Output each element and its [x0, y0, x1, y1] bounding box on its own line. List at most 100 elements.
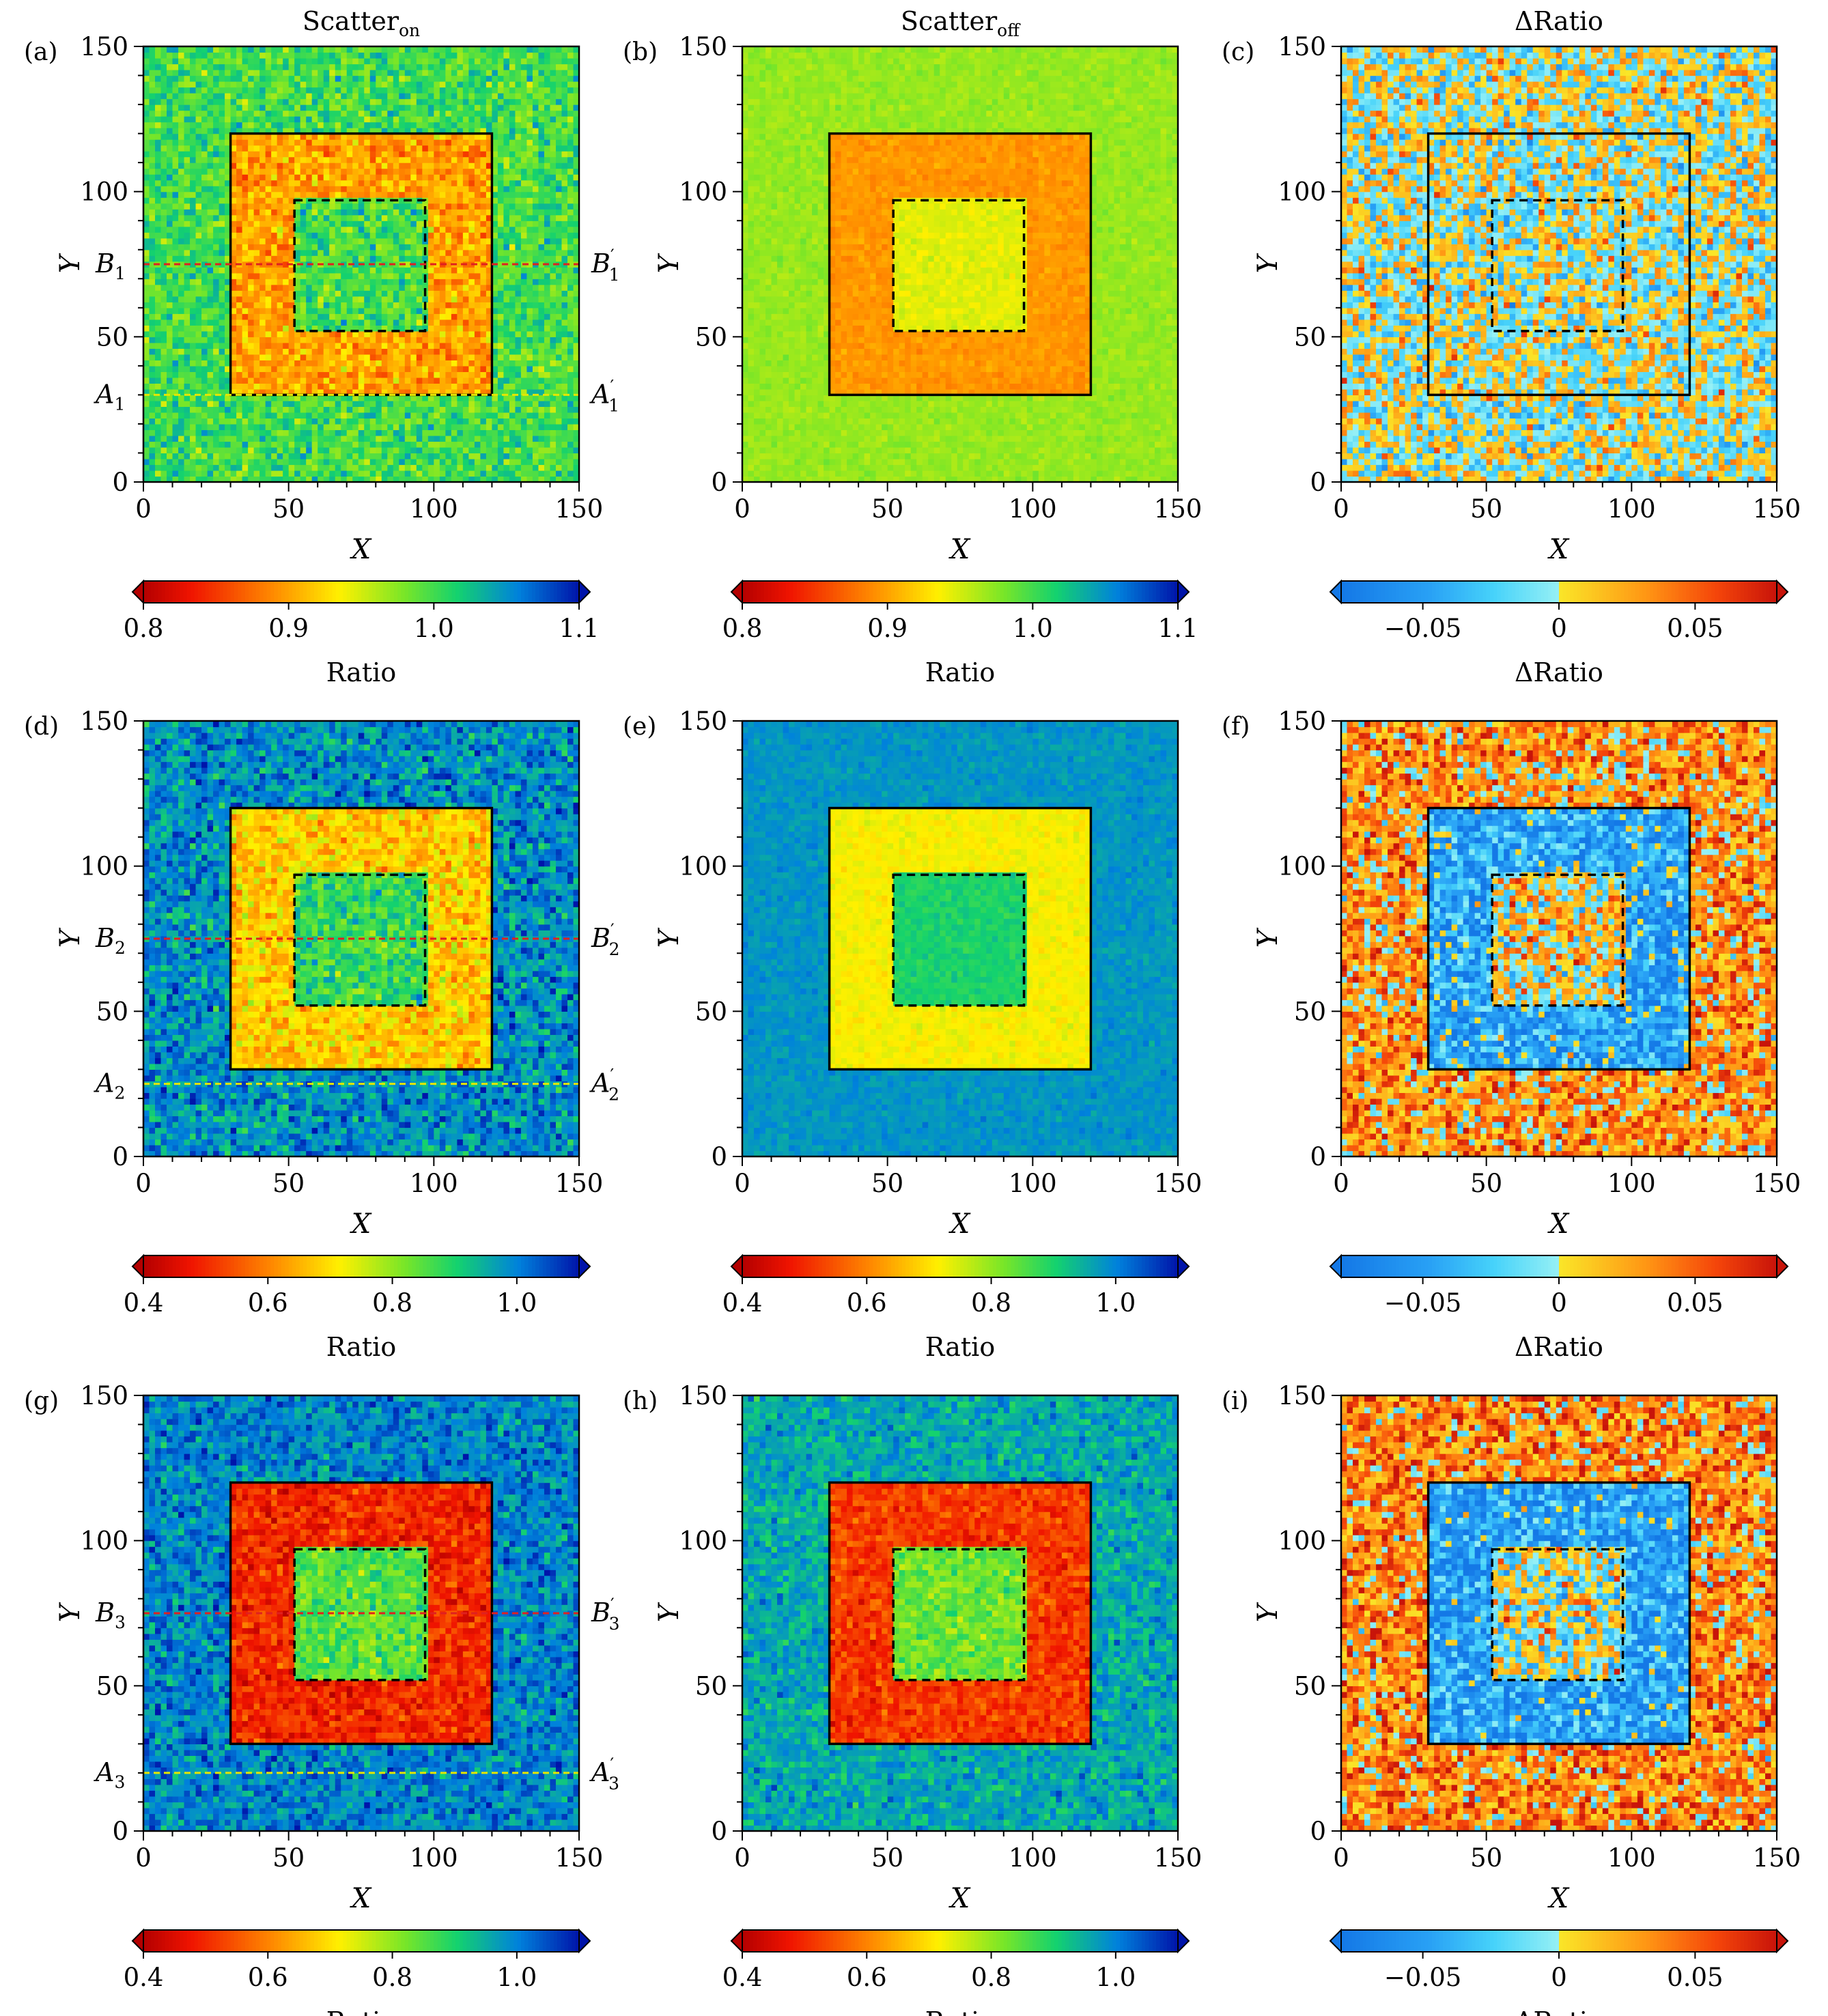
- x-tick-label: 100: [1009, 1169, 1057, 1198]
- colorbar-label: Ratio: [326, 2006, 396, 2016]
- y-tick-label: 100: [1278, 1527, 1326, 1556]
- x-tick-label: 150: [555, 494, 604, 524]
- profile-label-right: A′ 2: [589, 1066, 619, 1105]
- y-tick-label: 0: [112, 1142, 128, 1172]
- y-tick-label: 50: [96, 1671, 128, 1701]
- x-axis-label: X: [350, 534, 372, 565]
- colorbar-label: ΔRatio: [1515, 657, 1603, 687]
- profile-label-left: B3: [95, 1598, 126, 1632]
- colorbar-tick-label: 0.4: [722, 1963, 763, 1992]
- colorbar-tick-label: 0.4: [124, 1963, 164, 1992]
- y-tick-label: 0: [711, 468, 727, 497]
- x-axis-label: X: [1547, 1883, 1570, 1914]
- colorbar-tick-label: 1.1: [559, 614, 600, 643]
- x-tick-label: 0: [135, 1169, 152, 1198]
- colorbar-tick-label: 0.4: [124, 1288, 164, 1318]
- colorbar-tick-label: −0.05: [1384, 614, 1461, 643]
- y-axis-label: Y: [653, 1602, 685, 1622]
- colorbar-extend-low: [132, 581, 143, 603]
- profile-label-right: A′ 3: [589, 1755, 619, 1793]
- y-axis-label: Y: [55, 1602, 86, 1622]
- y-tick-label: 100: [80, 852, 128, 881]
- heatmap-cells: [1341, 46, 1777, 483]
- y-axis-label: Y: [55, 253, 86, 273]
- colorbar-extend-high: [1178, 1930, 1189, 1952]
- panel-a: B1 B′ 1A1 A′ 1005050100100150150XY(a)Scatter…: [24, 6, 620, 687]
- x-axis-label: X: [1547, 534, 1570, 565]
- x-tick-label: 50: [1470, 1169, 1502, 1198]
- y-tick-label: 0: [711, 1142, 727, 1172]
- y-tick-label: 0: [112, 1817, 128, 1846]
- x-tick-label: 150: [555, 1843, 604, 1873]
- colorbar-label: Ratio: [925, 2006, 995, 2016]
- colorbar-tick-label: 1.0: [1013, 614, 1053, 643]
- colorbar-extend-low: [132, 1930, 143, 1952]
- colorbar-tick-label: 0.8: [722, 614, 763, 643]
- colorbar-tick-label: 1.0: [1095, 1963, 1136, 1992]
- x-tick-label: 50: [272, 1169, 305, 1198]
- profile-label-right: B′ 1: [591, 246, 620, 285]
- x-tick-label: 0: [1333, 1843, 1349, 1873]
- colorbar-label: Ratio: [925, 1332, 995, 1362]
- y-tick-label: 150: [1278, 707, 1326, 736]
- y-tick-label: 100: [1278, 852, 1326, 881]
- colorbar-label: ΔRatio: [1515, 2006, 1603, 2016]
- x-tick-label: 0: [1333, 494, 1349, 524]
- y-tick-label: 0: [1310, 1142, 1326, 1172]
- panel-letter: (a): [24, 38, 58, 66]
- profile-label-left: A1: [94, 379, 125, 414]
- colorbar-tick-label: −0.05: [1384, 1963, 1461, 1992]
- x-tick-label: 150: [1753, 494, 1801, 524]
- colorbar-tick-label: 1.1: [1158, 614, 1198, 643]
- profile-label-right: B′ 3: [591, 1595, 620, 1634]
- y-tick-label: 50: [1294, 997, 1326, 1026]
- panel-letter: (e): [623, 713, 656, 741]
- y-tick-label: 50: [96, 322, 128, 352]
- colorbar-tick-label: 0: [1551, 1288, 1567, 1318]
- y-axis-label: Y: [1252, 1602, 1284, 1622]
- colorbar-extend-high: [579, 1255, 590, 1277]
- x-tick-label: 50: [272, 494, 305, 524]
- colorbar-tick-label: 0.6: [847, 1963, 887, 1992]
- x-tick-label: 150: [1753, 1843, 1801, 1873]
- heatmap-cells: [1341, 721, 1777, 1157]
- heatmap-cells: [742, 1395, 1179, 1832]
- x-tick-label: 100: [410, 494, 458, 524]
- x-tick-label: 100: [1607, 1169, 1656, 1198]
- heatmap-cells: [742, 46, 1179, 483]
- profile-label-left: A2: [94, 1068, 125, 1103]
- colorbar-extend-high: [1178, 581, 1189, 603]
- y-tick-label: 100: [80, 1527, 128, 1556]
- profile-label-right: B′ 2: [591, 920, 620, 959]
- colorbar-extend-high: [1777, 1930, 1788, 1952]
- panel-letter: (h): [623, 1387, 658, 1415]
- y-tick-label: 50: [1294, 322, 1326, 352]
- y-tick-label: 100: [679, 178, 727, 207]
- colorbar-extend-low: [731, 1930, 742, 1952]
- colorbar-tick-label: 0.8: [124, 614, 164, 643]
- x-tick-label: 50: [1470, 494, 1502, 524]
- x-tick-label: 0: [734, 494, 750, 524]
- colorbar-label: Ratio: [925, 657, 995, 687]
- x-tick-label: 150: [1154, 1843, 1203, 1873]
- colorbar-tick-label: 0.9: [867, 614, 908, 643]
- x-tick-label: 0: [135, 1843, 152, 1873]
- colorbar-extend-high: [1777, 581, 1788, 603]
- colorbar-tick-label: 0.05: [1667, 614, 1723, 643]
- colorbar-label: ΔRatio: [1515, 1332, 1603, 1362]
- colorbar-extend-low: [1330, 1255, 1341, 1277]
- x-tick-label: 150: [1753, 1169, 1801, 1198]
- y-axis-label: Y: [1252, 927, 1284, 948]
- x-tick-label: 150: [1154, 1169, 1203, 1198]
